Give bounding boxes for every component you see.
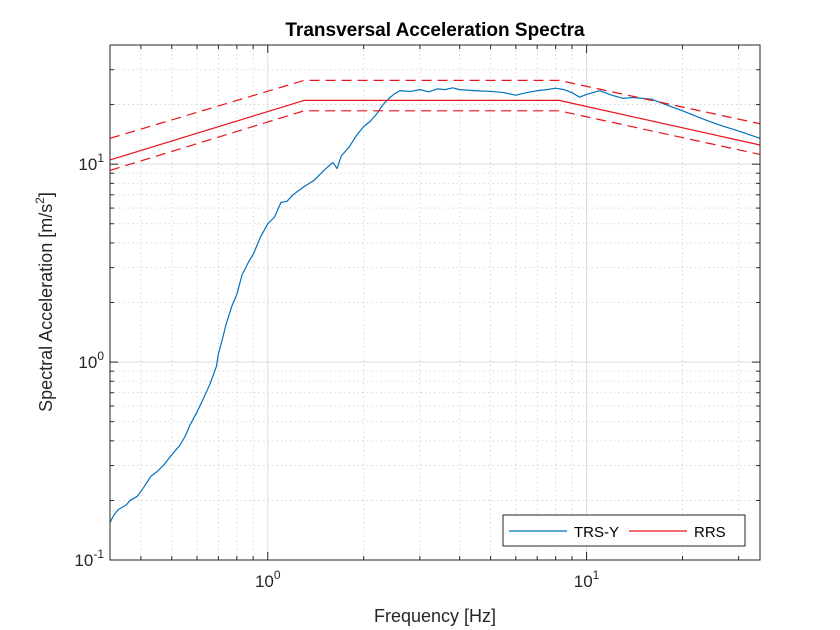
y-axis-label-main: Spectral Acceleration [m/s (36, 204, 56, 412)
legend-label-rrs: RRS (694, 524, 726, 541)
y-tick-label: 101 (78, 151, 104, 174)
x-tick-label: 101 (574, 568, 600, 591)
y-tick-label-base: 10 (78, 155, 97, 174)
series-line-upper-dashed (109, 79, 761, 139)
x-tick-label-exponent: 1 (593, 568, 600, 582)
y-axis-label: Spectral Acceleration [m/s2] (33, 192, 56, 412)
y-tick-label: 100 (78, 349, 104, 372)
x-tick-label: 100 (255, 568, 281, 591)
series-line-trs-y (109, 87, 761, 523)
y-tick-label-exponent: -1 (93, 547, 104, 561)
y-tick-label-base: 10 (78, 353, 97, 372)
x-tick-label-base: 10 (574, 572, 593, 591)
y-tick-label-base: 10 (74, 551, 93, 570)
legend-label-trs-y: TRS-Y (574, 524, 619, 541)
series-line-rrs (109, 99, 761, 161)
y-axis-label-superscript: 2 (33, 197, 47, 204)
series-lines (109, 79, 761, 523)
x-tick-label-exponent: 0 (274, 568, 281, 582)
chart-title: Transversal Acceleration Spectra (285, 20, 585, 41)
x-axis-label: Frequency [Hz] (374, 606, 496, 626)
y-tick-label-exponent: 1 (97, 151, 104, 165)
y-tick-label-exponent: 0 (97, 349, 104, 363)
series-line-lower-dashed (109, 110, 761, 171)
y-axis-label-end: ] (36, 192, 56, 197)
x-tick-label-base: 10 (255, 572, 274, 591)
y-tick-label: 10-1 (74, 547, 104, 570)
legend: TRS-Y RRS (502, 514, 746, 547)
